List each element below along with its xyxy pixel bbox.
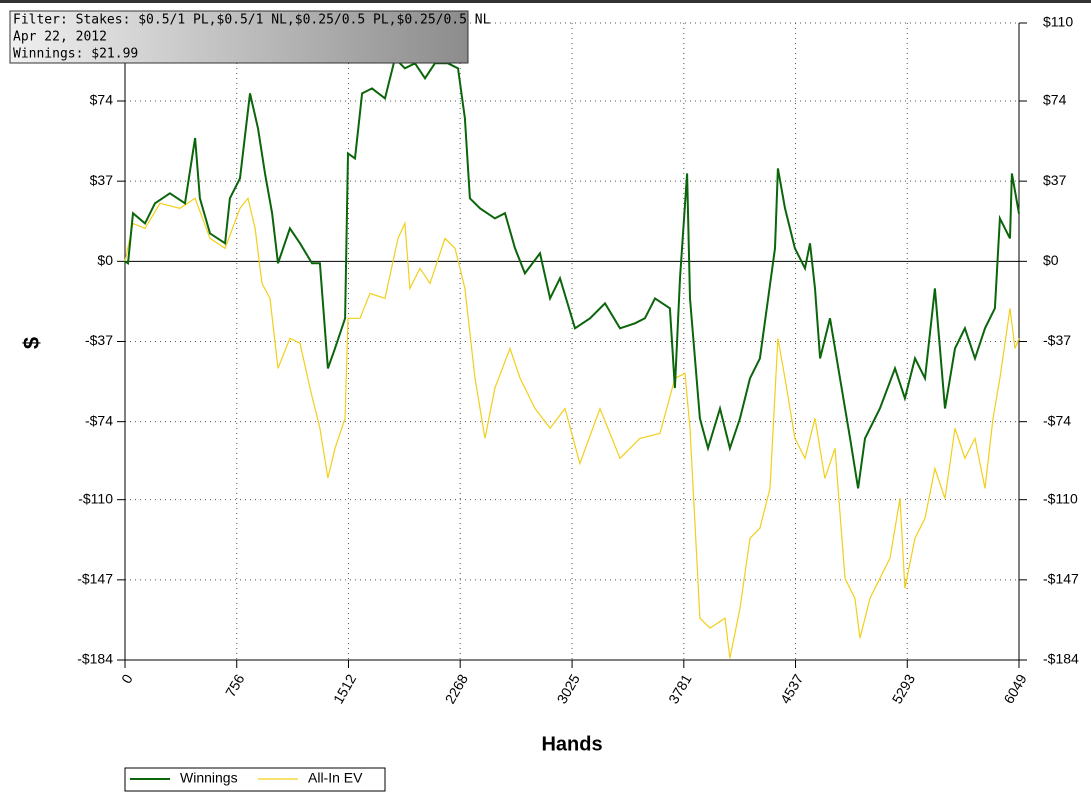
x-tick-label: 6049	[1000, 671, 1030, 706]
legend-box	[124, 767, 386, 792]
y2-tick-label: $0	[1043, 252, 1059, 268]
y2-tick-label: $74	[1043, 92, 1067, 108]
y-tick-label: $37	[90, 172, 114, 188]
x-tick-label: 0	[118, 671, 136, 686]
y2-tick-label: $37	[1043, 172, 1067, 188]
tooltip-text: Apr 22, 2012	[13, 30, 107, 45]
y-tick-label: -$110	[78, 490, 113, 506]
y-tick-label: -$147	[77, 571, 113, 587]
y-tick-label: -$37	[85, 332, 113, 348]
y2-tick-label: -$184	[1043, 651, 1079, 667]
y-tick-label: $0	[97, 252, 113, 268]
x-tick-label: 3781	[665, 671, 695, 706]
y2-tick-label: -$147	[1043, 571, 1079, 587]
x-tick-label: 756	[222, 671, 248, 699]
tooltip-text: Filter: Stakes: $0.5/1 PL,$0.5/1 NL,$0.2…	[13, 13, 491, 28]
y2-tick-label: -$37	[1043, 332, 1071, 348]
y-tick-label: -$74	[85, 412, 113, 428]
y-axis-title: $	[19, 337, 44, 349]
series-line	[124, 56, 1020, 489]
y-tick-label: $74	[90, 92, 114, 108]
x-axis-title: Hands	[541, 733, 602, 755]
legend-label: All-In EV	[308, 770, 363, 786]
y-tick-label: -$184	[77, 651, 113, 667]
x-tick-label: 5293	[889, 671, 919, 706]
y2-tick-label: $110	[1043, 14, 1073, 30]
series-line	[124, 196, 1020, 659]
y2-tick-label: -$110	[1043, 490, 1078, 506]
tooltip-box	[9, 10, 469, 64]
legend-label: Winnings	[180, 770, 238, 786]
x-tick-label: 1512	[330, 671, 360, 706]
x-tick-label: 4537	[777, 671, 807, 706]
x-tick-label: 2268	[442, 671, 472, 706]
y2-tick-label: -$74	[1043, 412, 1071, 428]
x-tick-label: 3025	[553, 671, 583, 706]
tooltip-text: Winnings: $21.99	[13, 47, 138, 62]
